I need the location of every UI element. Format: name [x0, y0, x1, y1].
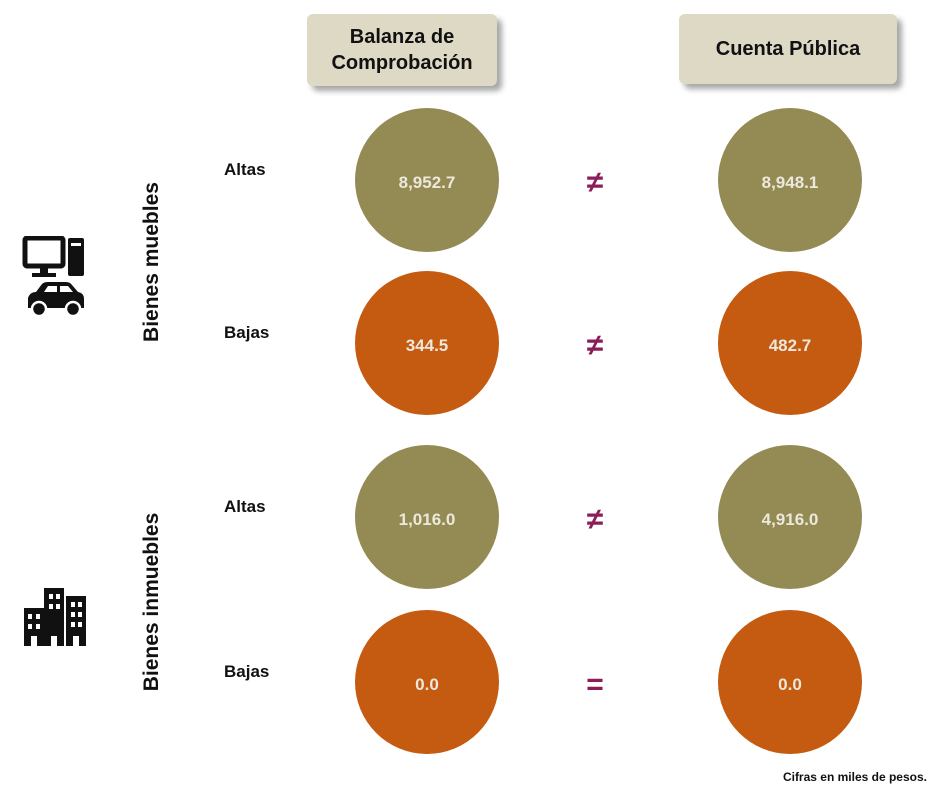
group-label: Bienes muebles — [140, 182, 163, 342]
value-circle: 8,952.7 — [355, 108, 499, 252]
value-circle: 0.0 — [355, 610, 499, 754]
relation: ≠ — [586, 329, 604, 362]
value-circle: 1,016.0 — [355, 445, 499, 589]
furniture-icon — [22, 236, 84, 318]
group-label: Bienes inmuebles — [140, 512, 163, 692]
value-circle: 0.0 — [718, 610, 862, 754]
value-circle: 482.7 — [718, 271, 862, 415]
row-label: Bajas — [224, 323, 270, 342]
header-cuenta: Cuenta Pública — [679, 14, 897, 84]
row-label: Altas — [224, 497, 266, 516]
header-balanza: Balanza de Comprobación — [307, 14, 497, 86]
building-icon — [24, 588, 86, 646]
row-label: Altas — [224, 160, 266, 179]
relation: = — [586, 668, 604, 701]
row-label: Bajas — [224, 662, 270, 681]
relation: ≠ — [586, 503, 604, 536]
note: Cifras en miles de pesos. — [782, 770, 927, 784]
value-circle: 4,916.0 — [718, 445, 862, 589]
value-circle: 344.5 — [355, 271, 499, 415]
value-circle: 8,948.1 — [718, 108, 862, 252]
relation: ≠ — [586, 166, 604, 199]
